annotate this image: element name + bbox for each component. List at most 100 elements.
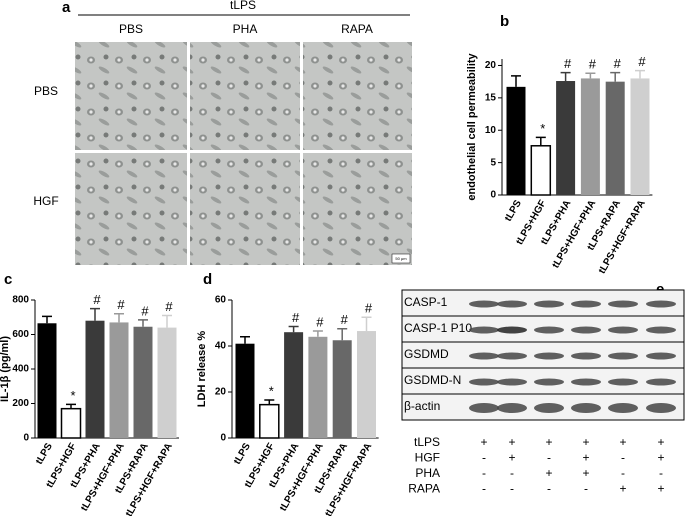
condition-sign: - [482, 466, 486, 480]
condition-sign: + [480, 435, 487, 449]
micrograph [75, 42, 187, 150]
significance-marker: # [614, 56, 622, 71]
condition-sign: - [659, 466, 663, 480]
significance-marker: # [365, 301, 373, 316]
y-tick-label: 0 [220, 433, 226, 444]
band [534, 300, 564, 308]
condition-sign: + [582, 435, 589, 449]
condition-sign: + [508, 451, 515, 465]
error-bar [162, 314, 172, 328]
y-tick-label: 200 [12, 398, 29, 409]
y-axis-label: LDH release % [196, 331, 208, 408]
panel-label: c [4, 271, 12, 288]
significance-marker: # [341, 312, 349, 327]
significance-marker: * [540, 121, 545, 136]
y-tick-label: 20 [215, 387, 227, 398]
bar [133, 326, 153, 438]
band [497, 403, 527, 413]
significance-marker: # [117, 297, 125, 312]
condition-sign: + [545, 466, 552, 480]
column-label: RAPA [341, 22, 373, 36]
band [469, 352, 499, 360]
y-tick-label: 0 [23, 433, 29, 444]
y-tick-label: 20 [485, 60, 497, 71]
band [646, 403, 676, 413]
y-axis-label: endothelial cell permeability [466, 52, 478, 200]
band [534, 326, 564, 334]
band [571, 352, 601, 360]
band [571, 403, 601, 413]
band [571, 378, 601, 386]
error-bar [66, 403, 76, 409]
condition-sign: + [619, 435, 626, 449]
bar [580, 78, 600, 195]
band [469, 378, 499, 386]
y-tick-label: 15 [485, 92, 497, 103]
bar [506, 86, 526, 195]
condition-sign: + [657, 451, 664, 465]
condition-label: tLPS [414, 435, 440, 449]
bar [157, 327, 177, 438]
band [497, 326, 527, 334]
band [469, 326, 499, 334]
condition-sign: + [657, 435, 664, 449]
condition-sign: + [508, 435, 515, 449]
row-label: HGF [33, 194, 58, 208]
band [608, 378, 638, 386]
significance-marker: # [165, 299, 173, 314]
condition-sign: - [621, 451, 625, 465]
panel-label: b [500, 13, 509, 30]
micrograph [303, 153, 412, 265]
micrograph [190, 42, 300, 150]
error-bar [42, 315, 52, 324]
condition-label: PHA [415, 466, 440, 480]
x-tick-label: tLPS [34, 441, 55, 467]
band [469, 300, 499, 308]
condition-sign: + [582, 466, 589, 480]
significance-marker: # [93, 292, 101, 307]
y-tick-label: 400 [12, 364, 29, 375]
band-label: GSDMD-N [404, 373, 461, 387]
significance-marker: # [564, 56, 572, 71]
bar [357, 331, 376, 438]
band [646, 300, 676, 308]
band [646, 378, 676, 386]
error-bar [337, 328, 348, 341]
column-label: PHA [233, 22, 258, 36]
bar [605, 81, 625, 195]
condition-sign: + [657, 482, 664, 496]
y-tick-label: 800 [12, 295, 29, 306]
band [646, 352, 676, 360]
condition-sign: - [584, 482, 588, 496]
error-bar [312, 330, 323, 337]
condition-sign: - [510, 466, 514, 480]
condition-sign: - [547, 451, 551, 465]
condition-sign: - [482, 482, 486, 496]
error-bar [138, 319, 148, 327]
x-tick-label: tLPS [503, 198, 524, 224]
panel-label: d [203, 271, 212, 288]
micrograph [75, 153, 187, 265]
error-bar [610, 71, 621, 82]
significance-marker: # [638, 54, 646, 69]
band [534, 403, 564, 413]
error-bar [240, 336, 250, 344]
bar [109, 322, 129, 438]
condition-sign: + [582, 451, 589, 465]
y-tick-label: 600 [12, 329, 29, 340]
band [497, 300, 527, 308]
condition-sign: + [619, 482, 626, 496]
error-bar [114, 313, 124, 323]
band [497, 352, 527, 360]
band-label: β-actin [404, 399, 440, 413]
significance-marker: # [316, 314, 324, 329]
band-label: GSDMD [404, 347, 449, 361]
error-bar [288, 325, 299, 333]
error-bar [535, 136, 546, 146]
panel-label: a [62, 0, 71, 16]
error-bar [635, 69, 645, 79]
condition-sign: - [482, 451, 486, 465]
error-bar [585, 72, 596, 79]
bar [235, 343, 255, 438]
bar [60, 407, 82, 439]
